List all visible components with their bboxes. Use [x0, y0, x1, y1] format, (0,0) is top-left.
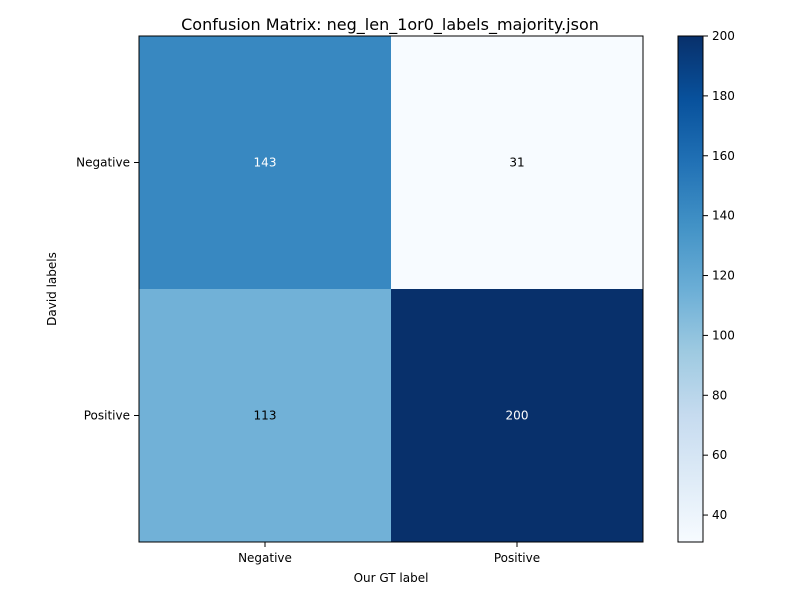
colorbar-tick-label: 60 [712, 448, 727, 462]
colorbar-tick-label: 200 [712, 29, 735, 43]
heatmap-cell-labels: 143 31 113 200 [254, 156, 529, 423]
colorbar-tick-label: 80 [712, 388, 727, 402]
colorbar-tick-label: 140 [712, 209, 735, 223]
cell-value-label: 200 [506, 409, 529, 423]
y-axis-ticks: Negative Positive [76, 156, 139, 423]
heatmap-cell [139, 36, 392, 290]
colorbar-tick-label: 180 [712, 89, 735, 103]
colorbar-tick-label: 160 [712, 149, 735, 163]
heatmap-cells [139, 36, 644, 543]
colorbar-ticks: 40 60 80 100 120 140 160 180 200 [703, 29, 735, 522]
heatmap-cell [391, 36, 644, 290]
colorbar-tick-label: 120 [712, 269, 735, 283]
plot-frame [138, 35, 644, 543]
colorbar-tick-label: 40 [712, 508, 727, 522]
cell-value-label: 113 [254, 409, 277, 423]
x-tick-label: Negative [238, 551, 292, 565]
y-tick-label: Positive [84, 409, 130, 423]
cell-value-label: 143 [254, 156, 277, 170]
colorbar [677, 35, 704, 543]
x-axis-label: Our GT label [354, 571, 429, 585]
chart-title: Confusion Matrix: neg_len_1or0_labels_ma… [181, 15, 599, 35]
y-tick-label: Negative [76, 156, 130, 170]
y-axis-label: David labels [45, 252, 59, 326]
colorbar-tick-label: 100 [712, 328, 735, 342]
heatmap-cell [391, 289, 644, 543]
x-tick-label: Positive [494, 551, 540, 565]
cell-value-label: 31 [509, 156, 524, 170]
heatmap-cell [139, 289, 392, 543]
x-axis-ticks: Negative Positive [238, 542, 540, 565]
